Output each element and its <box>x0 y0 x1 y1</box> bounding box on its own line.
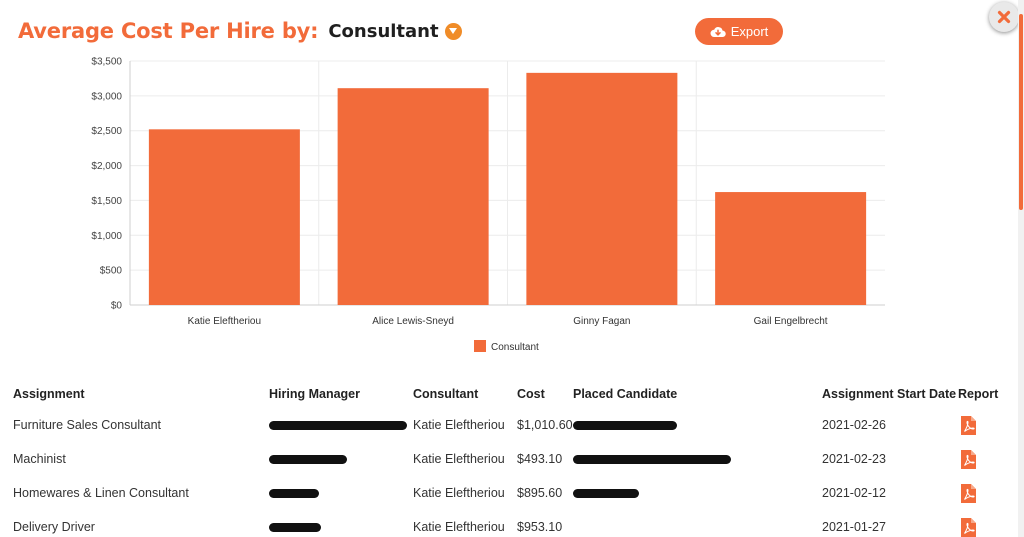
placed-candidate-cell <box>573 510 822 537</box>
hiring-manager-cell <box>269 408 413 442</box>
redaction-mark <box>269 421 407 431</box>
assignment-cell: Machinist <box>13 452 66 466</box>
y-tick-label: $2,000 <box>91 161 122 172</box>
cost-cell: $953.10 <box>517 520 563 534</box>
y-tick-label: $1,000 <box>91 231 122 242</box>
redaction-mark <box>573 455 731 465</box>
hiring-manager-cell <box>269 510 413 537</box>
close-button[interactable] <box>989 2 1019 32</box>
placed-candidate-cell <box>573 476 822 510</box>
consultant-cell: Katie Eleftheriou <box>413 452 505 466</box>
column-header-cost[interactable]: Cost <box>517 387 545 401</box>
export-button[interactable]: Export <box>695 18 783 45</box>
start-date-cell: 2021-02-26 <box>822 418 886 432</box>
consultant-cell: Katie Eleftheriou <box>413 520 505 534</box>
cloud-download-icon <box>710 26 726 37</box>
column-header-start-date[interactable]: Assignment Start Date <box>822 387 957 401</box>
column-header-report: Report <box>958 387 999 401</box>
x-tick-label: Katie Eleftheriou <box>188 316 261 327</box>
hiring-manager-cell <box>269 476 413 510</box>
consultant-cell: Katie Eleftheriou <box>413 486 505 500</box>
legend-label: Consultant <box>491 342 539 353</box>
cost-cell: $895.60 <box>517 486 563 500</box>
report-cell <box>958 476 1018 510</box>
x-tick-label: Ginny Fagan <box>573 316 630 327</box>
report-header: Average Cost Per Hire by: Consultant <box>18 14 462 48</box>
y-tick-label: $0 <box>111 301 123 312</box>
legend-swatch <box>474 340 486 352</box>
x-tick-label: Gail Engelbrecht <box>754 316 828 327</box>
assignment-cell: Delivery Driver <box>13 520 95 534</box>
group-by-selector[interactable]: Consultant <box>328 20 462 42</box>
cost-cell: $1,010.60 <box>517 418 573 432</box>
table-row[interactable]: Delivery Driver Katie Eleftheriou $953.1… <box>0 510 1018 537</box>
page-title: Average Cost Per Hire by: <box>18 19 319 43</box>
start-date-cell: 2021-01-27 <box>822 520 886 534</box>
table-row[interactable]: Homewares & Linen Consultant Katie Eleft… <box>0 476 1018 510</box>
y-tick-label: $3,000 <box>91 91 122 102</box>
column-header-hiring-manager[interactable]: Hiring Manager <box>269 387 360 401</box>
y-tick-label: $1,500 <box>91 196 122 207</box>
pdf-report-icon[interactable] <box>960 483 977 504</box>
scrollbar-thumb[interactable] <box>1019 14 1023 210</box>
scrollbar[interactable] <box>1018 0 1024 537</box>
column-header-consultant[interactable]: Consultant <box>413 387 479 401</box>
table-row[interactable]: Machinist Katie Eleftheriou $493.10 2021… <box>0 442 1018 476</box>
assignments-table: Assignment Hiring Manager Consultant Cos… <box>0 380 1018 537</box>
redaction-mark <box>573 421 677 431</box>
cost-per-hire-bar-chart: $0 $500 $1,000 $1,500 $2,000 $2,500 $3,000 $3,5… <box>91 57 885 353</box>
hiring-manager-cell <box>269 442 413 476</box>
column-header-assignment[interactable]: Assignment <box>13 387 85 401</box>
pdf-report-icon[interactable] <box>960 415 977 436</box>
y-tick-label: $500 <box>100 266 123 277</box>
assignment-cell: Homewares & Linen Consultant <box>13 486 189 500</box>
redaction-mark <box>269 489 319 499</box>
start-date-cell: 2021-02-23 <box>822 452 886 466</box>
y-tick-label: $3,500 <box>91 57 122 68</box>
redaction-mark <box>269 523 321 533</box>
cost-cell: $493.10 <box>517 452 563 466</box>
report-cell <box>958 442 1018 476</box>
pdf-report-icon[interactable] <box>960 449 977 470</box>
redaction-mark <box>269 455 347 465</box>
bar <box>337 88 489 305</box>
pdf-report-icon[interactable] <box>960 517 977 537</box>
x-tick-label: Alice Lewis-Sneyd <box>372 316 454 327</box>
column-header-placed-candidate[interactable]: Placed Candidate <box>573 387 678 401</box>
redaction-mark <box>573 489 639 499</box>
report-cell <box>958 408 1018 442</box>
chevron-down-icon[interactable] <box>444 22 462 40</box>
consultant-cell: Katie Eleftheriou <box>413 418 505 432</box>
bar <box>715 192 867 305</box>
table-header-row: Assignment Hiring Manager Consultant Cos… <box>0 380 1018 408</box>
close-icon <box>997 10 1011 24</box>
assignment-cell: Furniture Sales Consultant <box>13 418 161 432</box>
table-row[interactable]: Furniture Sales Consultant Katie Elefthe… <box>0 408 1018 442</box>
report-cell <box>958 510 1018 537</box>
y-tick-label: $2,500 <box>91 126 122 137</box>
bar <box>148 129 300 305</box>
placed-candidate-cell <box>573 408 822 442</box>
export-button-label: Export <box>730 24 769 39</box>
placed-candidate-cell <box>573 442 822 476</box>
start-date-cell: 2021-02-12 <box>822 486 886 500</box>
group-by-selected-value: Consultant <box>328 20 439 42</box>
bar <box>526 72 678 305</box>
